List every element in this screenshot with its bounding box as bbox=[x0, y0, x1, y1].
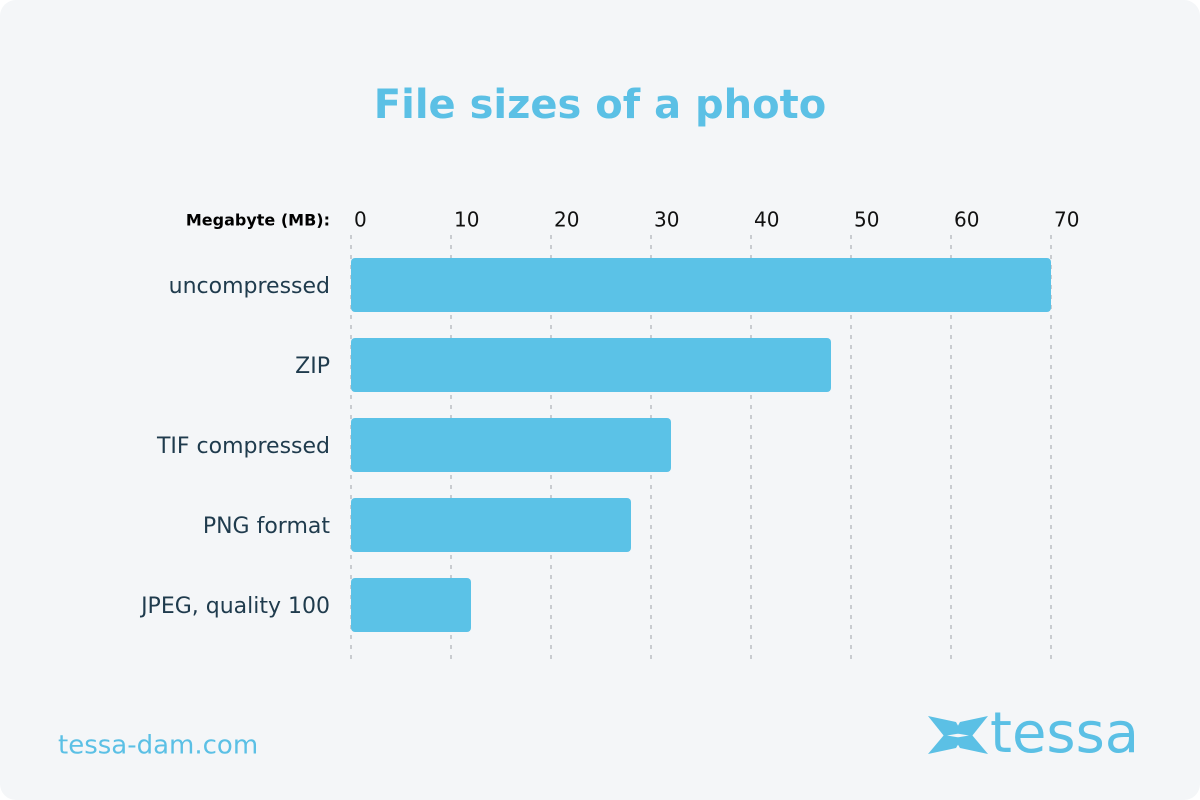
y-tick-label: PNG format bbox=[203, 514, 331, 539]
website: tessa-dam.com bbox=[58, 731, 258, 761]
y-tick-label: uncompressed bbox=[169, 274, 330, 299]
logo-wing bbox=[928, 735, 962, 754]
x-axis-label: Megabyte (MB): bbox=[186, 211, 330, 230]
y-tick-label: JPEG, quality 100 bbox=[139, 594, 330, 619]
x-tick-label: 20 bbox=[554, 208, 579, 232]
bar bbox=[351, 498, 631, 552]
logo-wing bbox=[954, 716, 988, 736]
bar bbox=[351, 418, 671, 472]
x-tick-label: 10 bbox=[454, 208, 479, 232]
logo-wing bbox=[954, 735, 988, 754]
x-tick-label: 60 bbox=[954, 208, 979, 232]
y-tick-label: ZIP bbox=[295, 354, 330, 379]
x-tick-label: 40 bbox=[754, 208, 779, 232]
bar bbox=[351, 578, 471, 632]
x-tick-label: 0 bbox=[354, 208, 367, 232]
logo-icon bbox=[928, 716, 988, 754]
y-tick-label: TIF compressed bbox=[156, 434, 330, 459]
x-tick-label: 50 bbox=[854, 208, 879, 232]
bar bbox=[351, 338, 831, 392]
x-tick-label: 70 bbox=[1054, 208, 1079, 232]
bar bbox=[351, 258, 1051, 312]
logo-text: tessa bbox=[990, 701, 1139, 766]
x-tick-label: 30 bbox=[654, 208, 679, 232]
logo-wing bbox=[928, 716, 962, 736]
chart-title: File sizes of a photo bbox=[374, 82, 826, 128]
